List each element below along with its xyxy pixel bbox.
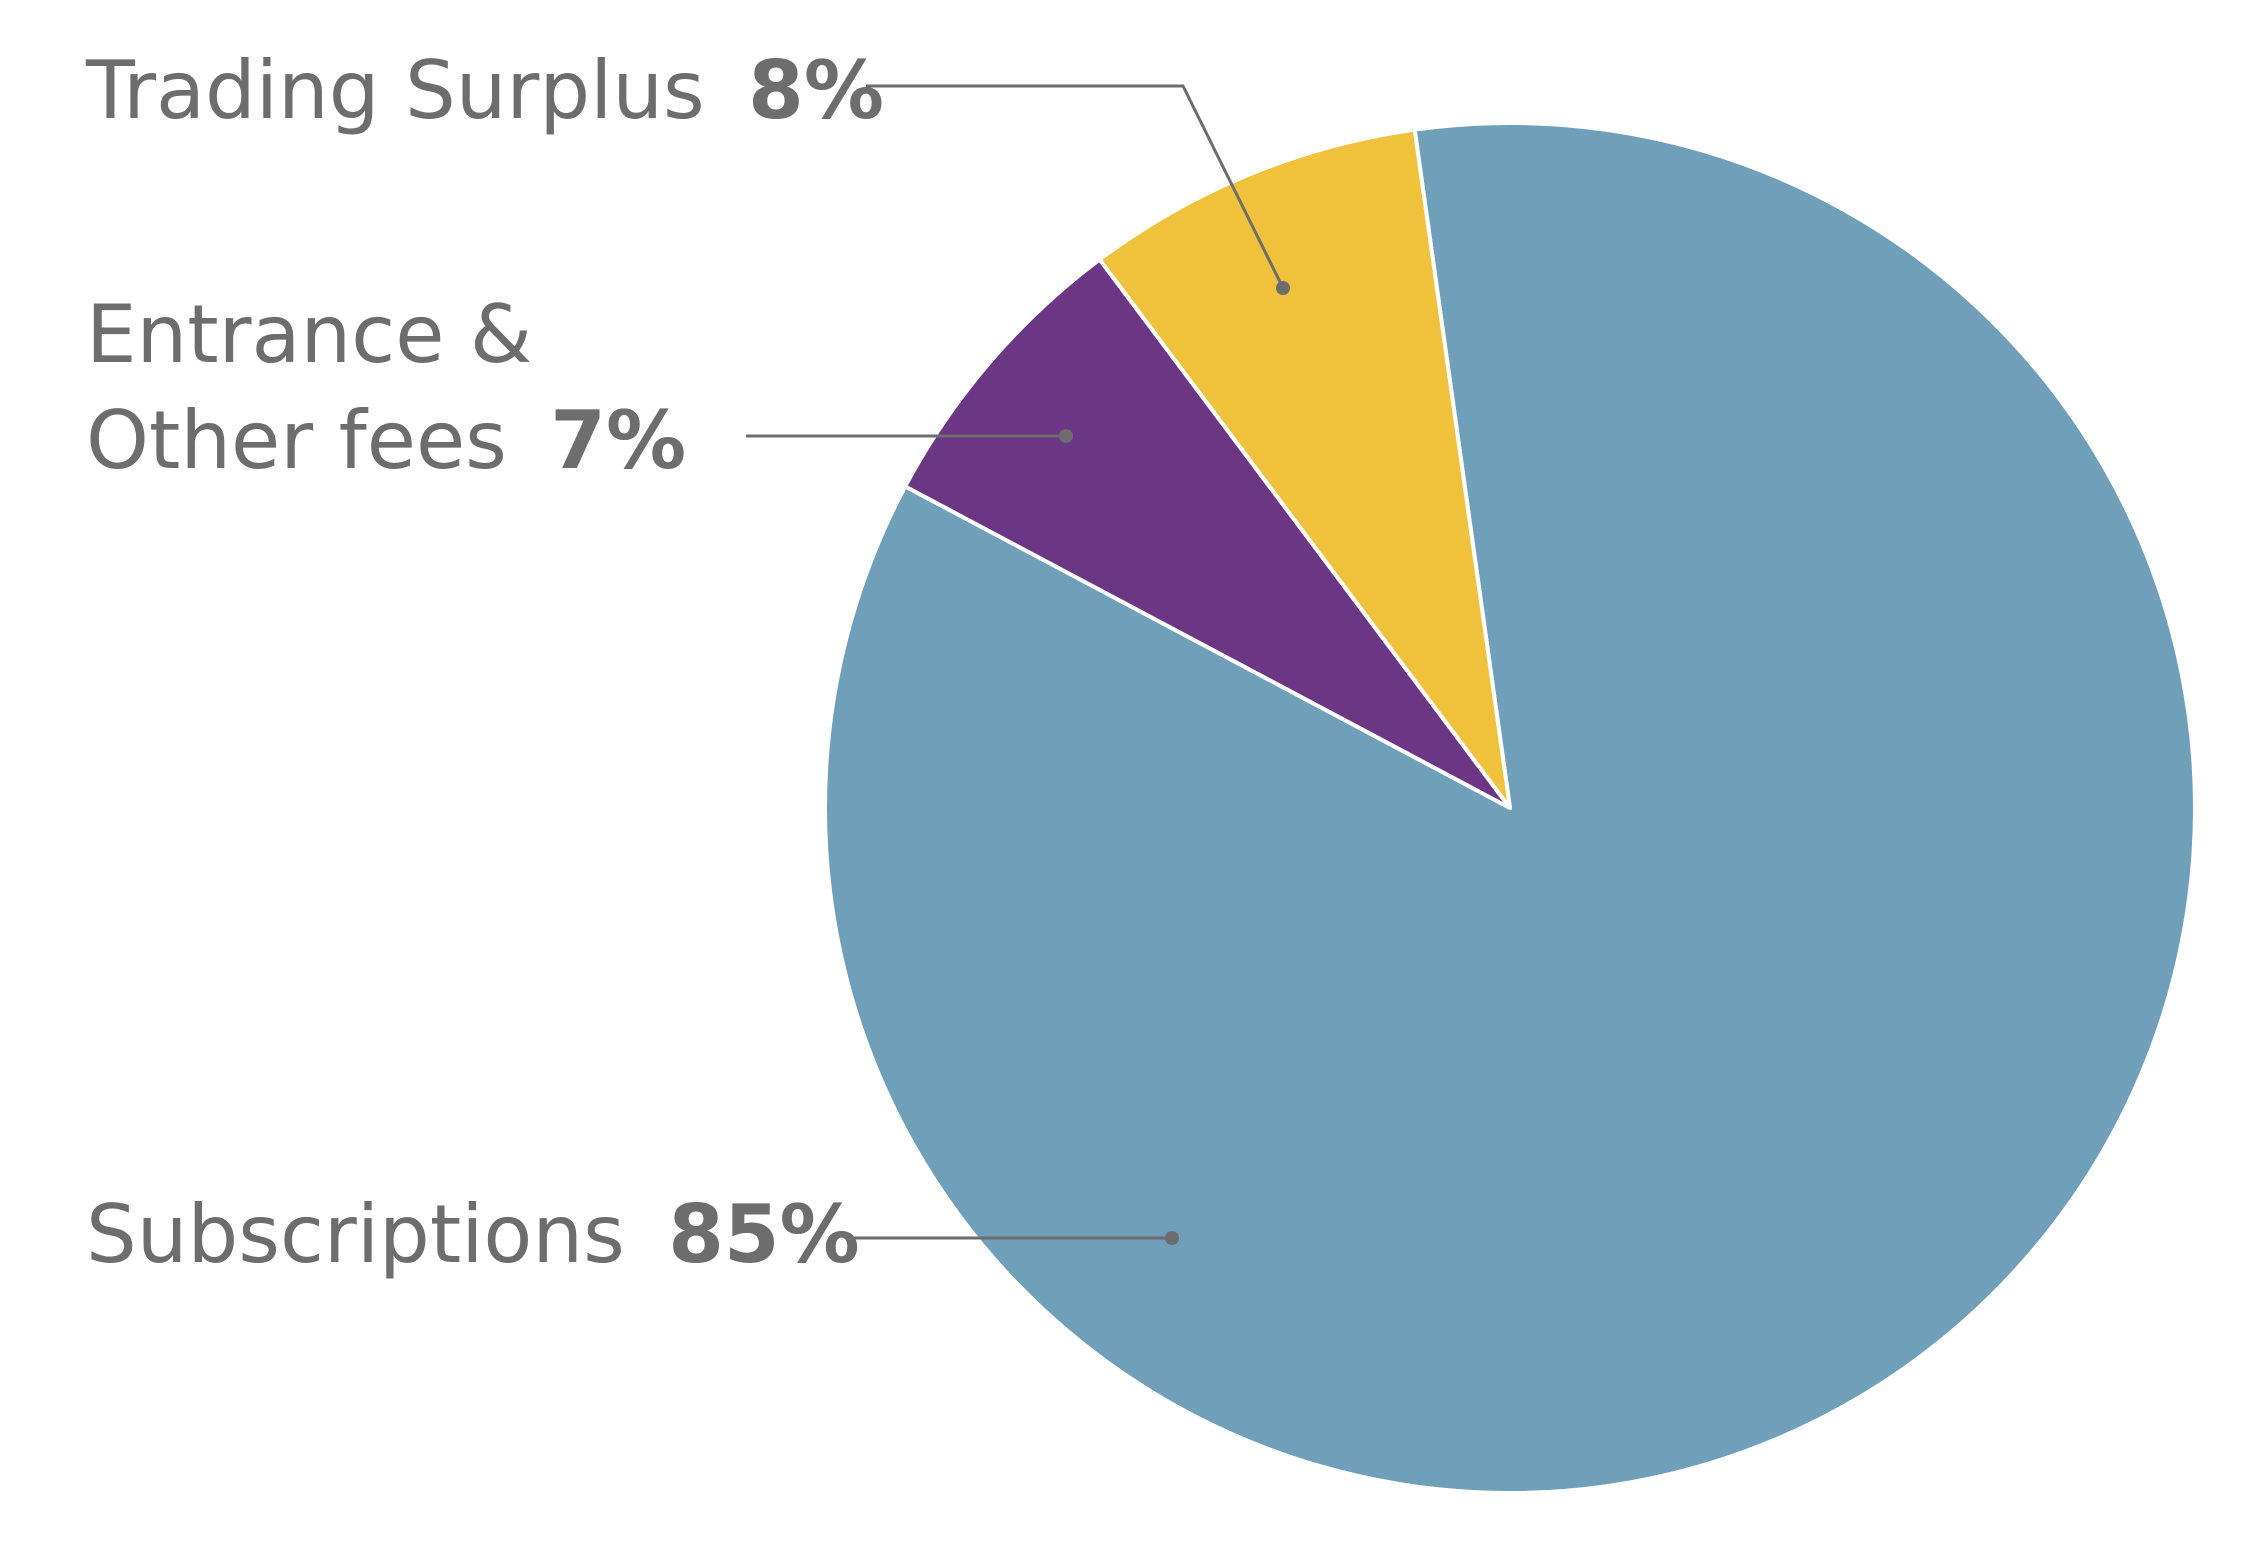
leader-line-trading-surplus [866, 84, 1285, 289]
label-subscriptions: Subscriptions 85% [86, 1188, 860, 1281]
pie-slice-entrance-fees [903, 257, 1512, 810]
label-trading-surplus-name: Trading Surplus [85, 44, 705, 137]
label-subscriptions-name: Subscriptions [86, 1188, 625, 1281]
leader-dot-trading-surplus [1276, 281, 1290, 295]
leader-lines [746, 84, 1290, 1245]
leader-dot-entrance-fees [1059, 429, 1073, 443]
pie-slice-trading-surplus [1097, 127, 1512, 810]
pie-slices [823, 121, 2197, 1495]
label-trading-surplus-value: 8% [748, 44, 884, 137]
label-entrance-fees-line1: Entrance & [86, 288, 532, 381]
label-subscriptions-value: 85% [668, 1188, 859, 1281]
leader-dot-subscriptions [1165, 1231, 1179, 1245]
label-entrance-fees-value: 7% [550, 394, 686, 487]
label-trading-surplus: Trading Surplus 8% [85, 44, 884, 137]
label-entrance-fees: Entrance & Other fees 7% [86, 288, 686, 487]
label-entrance-fees-line2: Other fees [86, 394, 507, 487]
